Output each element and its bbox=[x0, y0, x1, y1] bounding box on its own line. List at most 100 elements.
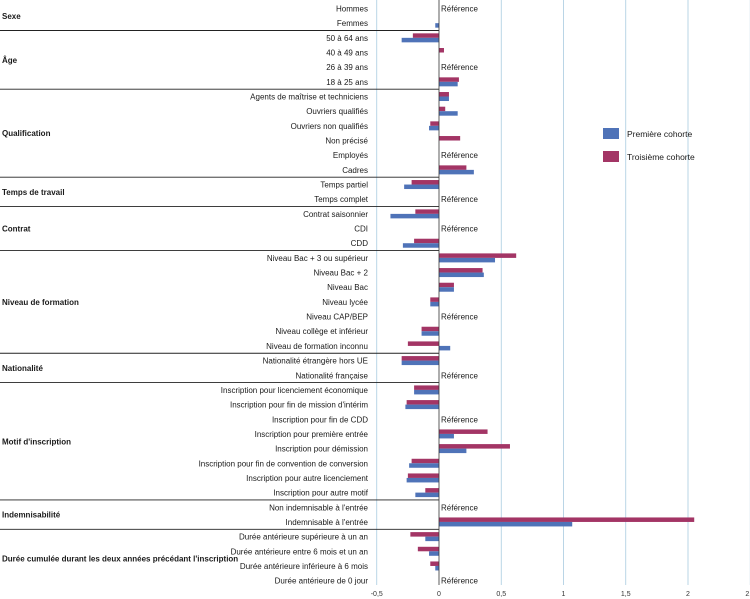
category-label: CDI bbox=[354, 225, 368, 234]
bar-premiere-cohorte bbox=[439, 521, 573, 527]
legend-swatch-troisieme bbox=[603, 151, 619, 162]
bar-premiere-cohorte bbox=[421, 331, 439, 336]
category-label: Femmes bbox=[337, 19, 368, 28]
bar-premiere-cohorte bbox=[439, 111, 458, 116]
bar-troisieme-cohorte bbox=[439, 517, 695, 522]
bar-premiere-cohorte bbox=[439, 433, 454, 439]
category-label: 40 à 49 ans bbox=[326, 49, 368, 58]
legend-label-troisieme: Troisième cohorte bbox=[627, 152, 695, 162]
reference-label: Référence bbox=[441, 503, 478, 512]
bar-troisieme-cohorte bbox=[439, 444, 510, 449]
bar-premiere-cohorte bbox=[401, 360, 439, 366]
bar-troisieme-cohorte bbox=[411, 180, 439, 185]
bar-premiere-cohorte bbox=[439, 287, 454, 292]
x-tick-label: 0 bbox=[437, 591, 441, 598]
legend: Première cohorte Troisième cohorte bbox=[603, 128, 695, 162]
group-label: Contrat bbox=[2, 225, 31, 234]
bar-premiere-cohorte bbox=[439, 448, 467, 454]
bar-troisieme-cohorte bbox=[439, 165, 467, 170]
bar-premiere-cohorte bbox=[439, 272, 484, 278]
category-label: Ouvriers non qualifiés bbox=[291, 122, 368, 131]
bar-troisieme-cohorte bbox=[417, 546, 439, 552]
bar-troisieme-cohorte bbox=[430, 121, 439, 126]
category-label: Nationalité française bbox=[296, 371, 369, 380]
x-tick-label: -0,5 bbox=[371, 591, 383, 598]
category-label: Agents de maîtrise et techniciens bbox=[250, 93, 368, 102]
bar-troisieme-cohorte bbox=[412, 33, 439, 38]
bar-premiere-cohorte bbox=[425, 536, 439, 542]
bar-troisieme-cohorte bbox=[439, 282, 454, 288]
bar-troisieme-cohorte bbox=[421, 326, 439, 332]
category-label: Ouvriers qualifiés bbox=[306, 107, 368, 116]
category-label: Niveau de formation inconnu bbox=[266, 342, 368, 351]
reference-label: Référence bbox=[441, 371, 478, 380]
category-label: Inscription pour autre motif bbox=[273, 489, 368, 498]
bar-premiere-cohorte bbox=[405, 404, 439, 410]
bar-troisieme-cohorte bbox=[415, 209, 439, 214]
x-tick-labels: -0,5 0 0,5 1 1,5 2 2,5 bbox=[371, 591, 750, 598]
bar-premiere-cohorte bbox=[439, 81, 458, 87]
reference-label: Référence bbox=[441, 225, 478, 234]
category-label: Durée antérieure entre 6 mois et un an bbox=[231, 547, 368, 556]
category-label: Inscription pour démission bbox=[275, 445, 368, 454]
category-label: 18 à 25 ans bbox=[326, 78, 368, 87]
group-label: Sexe bbox=[2, 12, 21, 21]
x-tick-label: 2,5 bbox=[745, 591, 750, 598]
bar-troisieme-cohorte bbox=[414, 385, 439, 390]
category-label: Employés bbox=[333, 151, 368, 160]
group-label: Âge bbox=[2, 56, 18, 65]
bar-troisieme-cohorte bbox=[425, 488, 439, 493]
group-label: Temps de travail bbox=[2, 188, 65, 197]
category-label: Niveau Bac + 3 ou supérieur bbox=[267, 254, 369, 263]
group-labels: Sexe Âge Qualification Temps de travail Cont… bbox=[2, 12, 238, 564]
category-label: Inscription pour licenciement économique bbox=[221, 386, 369, 395]
bar-premiere-cohorte bbox=[430, 301, 439, 307]
category-label: 50 à 64 ans bbox=[326, 34, 368, 43]
bar-troisieme-cohorte bbox=[406, 400, 439, 405]
bar-troisieme-cohorte bbox=[439, 77, 459, 82]
category-label: Niveau collège et inférieur bbox=[276, 327, 369, 336]
bar-troisieme-cohorte bbox=[407, 473, 439, 478]
category-label: Niveau Bac bbox=[327, 283, 368, 292]
bar-premiere-cohorte bbox=[439, 169, 474, 175]
group-label: Niveau de formation bbox=[2, 298, 79, 307]
category-label: Inscription pour fin de mission d'intéri… bbox=[230, 401, 368, 410]
grid-lines bbox=[376, 0, 750, 585]
bar-premiere-cohorte bbox=[390, 213, 439, 219]
bar-troisieme-cohorte bbox=[439, 48, 444, 53]
reference-label: Référence bbox=[441, 151, 478, 160]
reference-label: Référence bbox=[441, 415, 478, 424]
group-separators bbox=[0, 30, 439, 530]
legend-label-premiere: Première cohorte bbox=[627, 129, 692, 139]
category-label: Durée antérieure supérieure à un an bbox=[239, 533, 368, 542]
bar-troisieme-cohorte bbox=[411, 458, 439, 464]
bars bbox=[390, 23, 695, 571]
bar-troisieme-cohorte bbox=[407, 341, 439, 346]
x-tick-label: 0,5 bbox=[496, 591, 506, 598]
category-labels: Hommes Référence Femmes 50 à 64 ans 40 à 49 … bbox=[199, 5, 479, 586]
category-label: Non précisé bbox=[325, 137, 368, 146]
bar-troisieme-cohorte bbox=[439, 92, 449, 97]
group-label: Indemnisabilité bbox=[2, 511, 61, 520]
reference-label: Référence bbox=[441, 5, 478, 14]
bar-troisieme-cohorte bbox=[439, 253, 517, 258]
bar-premiere-cohorte bbox=[409, 463, 439, 468]
reference-label: Référence bbox=[441, 63, 478, 72]
reference-label: Référence bbox=[441, 195, 478, 204]
bar-premiere-cohorte bbox=[429, 125, 439, 131]
category-label: Durée antérieure inférieure à 6 mois bbox=[240, 562, 368, 571]
bar-troisieme-cohorte bbox=[430, 297, 439, 302]
category-label: Hommes bbox=[336, 5, 368, 14]
category-label: Inscription pour fin de convention de co… bbox=[199, 459, 368, 468]
category-label: Temps complet bbox=[314, 195, 369, 204]
category-label: Nationalité étrangère hors UE bbox=[263, 357, 368, 366]
bar-premiere-cohorte bbox=[414, 389, 439, 395]
category-label: Durée antérieure de 0 jour bbox=[275, 577, 369, 586]
x-tick-label: 2 bbox=[686, 591, 690, 598]
bar-premiere-cohorte bbox=[415, 492, 439, 498]
bar-premiere-cohorte bbox=[435, 23, 439, 28]
legend-swatch-premiere bbox=[603, 128, 619, 139]
bar-troisieme-cohorte bbox=[430, 561, 439, 566]
category-label: Inscription pour première entrée bbox=[255, 430, 369, 439]
category-label: Niveau lycée bbox=[322, 298, 368, 307]
